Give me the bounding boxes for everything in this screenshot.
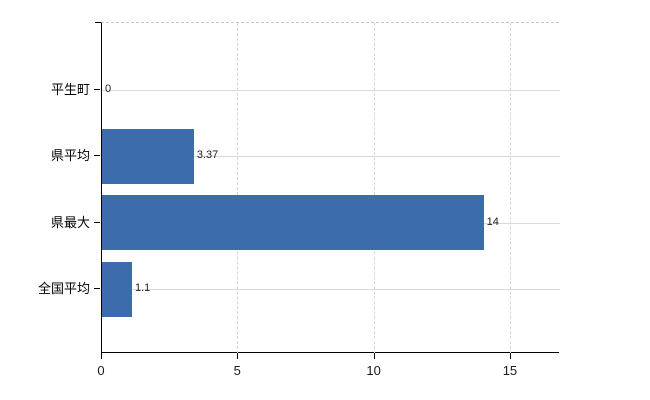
category-label: 県平均 xyxy=(50,148,90,164)
horizontal-gridline xyxy=(102,289,560,291)
x-axis-tick-label: 5 xyxy=(233,363,241,378)
bar xyxy=(102,128,194,184)
bar-value-label: 1.1 xyxy=(134,282,151,295)
category-label: 全国平均 xyxy=(37,281,90,297)
vertical-gridline xyxy=(237,23,239,354)
horizontal-gridline xyxy=(102,90,560,91)
bar-value-label: 3.37 xyxy=(196,149,219,162)
x-axis-tick xyxy=(101,353,102,359)
plot-area xyxy=(101,22,560,354)
x-axis-tick-label: 15 xyxy=(502,363,518,378)
bar xyxy=(102,195,484,251)
x-axis-tick-label: 10 xyxy=(366,363,381,378)
category-tick xyxy=(94,288,100,290)
category-tick xyxy=(94,89,100,90)
x-axis-tick xyxy=(237,353,239,359)
bar xyxy=(102,261,132,317)
vertical-gridline xyxy=(373,23,375,354)
x-axis-tick xyxy=(509,353,511,359)
category-label: 県最大 xyxy=(50,214,90,230)
category-tick xyxy=(94,221,100,223)
horizontal-gridline xyxy=(102,156,560,158)
bar-value-label: 0 xyxy=(105,83,112,95)
bar-value-label: 14 xyxy=(486,215,499,228)
x-axis-tick-label: 0 xyxy=(97,363,105,378)
vertical-gridline xyxy=(509,23,511,354)
y-axis-top-tick xyxy=(95,22,101,23)
category-label: 平生町 xyxy=(50,82,90,97)
x-axis-tick xyxy=(373,353,375,359)
category-tick xyxy=(94,155,100,157)
